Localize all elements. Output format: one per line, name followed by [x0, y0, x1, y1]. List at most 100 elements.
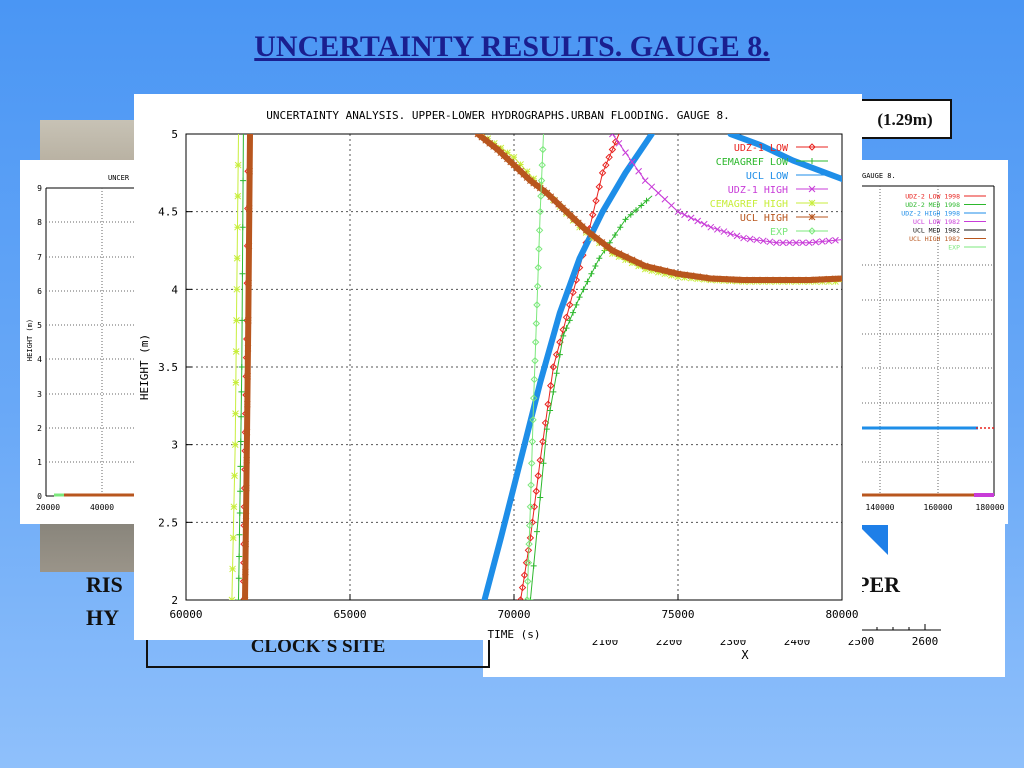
data-point	[238, 413, 245, 420]
bottom-xtick: 2600	[912, 635, 939, 648]
data-point	[244, 345, 252, 352]
plot-frame	[185, 133, 843, 601]
data-point	[559, 204, 566, 212]
data-point	[547, 193, 555, 201]
data-point	[538, 161, 546, 169]
data-point	[530, 375, 539, 384]
data-point	[510, 153, 518, 161]
data-point	[805, 276, 813, 284]
background-chart-right: GAUGE 8. UDZ-2 LOW 1998 UDZ-2 MED 1998 UDZ…	[838, 160, 1008, 524]
data-point	[551, 197, 559, 204]
data-point	[786, 276, 793, 284]
data-point	[228, 596, 236, 600]
left-slide-text-2: HY	[86, 605, 119, 630]
data-point	[517, 161, 524, 168]
y-tick-label: 2	[171, 594, 178, 607]
data-point	[540, 460, 547, 467]
data-point	[540, 187, 547, 194]
data-point	[799, 239, 806, 247]
slide-title: UNCERTAINTY RESULTS. GAUGE 8.	[254, 30, 770, 63]
right-legend-label: UCL HIGH 1982	[909, 235, 960, 243]
x-tick-label: 65000	[333, 608, 366, 621]
background-chart-left-svg: UNCER 9 8 7 6 5 4 3 2 1 0 HEIGHT (m) 200…	[26, 174, 138, 512]
data-point	[812, 276, 820, 284]
data-point	[550, 388, 557, 395]
data-point	[570, 215, 578, 223]
data-point	[513, 164, 521, 172]
data-point	[615, 250, 623, 257]
data-point	[531, 357, 539, 365]
data-point	[812, 238, 820, 246]
data-point	[574, 219, 582, 227]
data-point	[786, 239, 793, 247]
data-point	[537, 192, 545, 200]
data-point	[596, 255, 603, 262]
data-point	[232, 348, 240, 355]
data-point	[720, 275, 728, 283]
data-point	[641, 265, 649, 273]
data-point	[602, 161, 610, 169]
data-point	[530, 562, 537, 569]
data-point	[559, 326, 567, 334]
data-point	[753, 236, 761, 244]
data-point	[674, 208, 682, 216]
right-chart-title: GAUGE 8.	[862, 172, 896, 180]
data-point	[766, 276, 774, 284]
data-point	[633, 207, 640, 214]
chart-xlabel: TIME (s)	[488, 628, 541, 640]
data-point	[609, 247, 616, 254]
data-point	[517, 167, 524, 175]
data-point	[536, 456, 544, 464]
data-point	[562, 313, 571, 322]
data-point	[733, 232, 741, 240]
series-line	[242, 134, 253, 600]
legend-label: CEMAGREF HIGH	[710, 199, 788, 210]
data-point	[526, 521, 534, 530]
data-point	[525, 540, 533, 548]
data-point	[773, 276, 780, 284]
data-point	[229, 534, 237, 542]
data-point	[605, 153, 613, 162]
data-point	[588, 230, 595, 238]
data-point	[236, 531, 243, 538]
data-point	[531, 338, 540, 346]
data-point	[478, 134, 486, 141]
data-point	[700, 220, 708, 228]
data-point	[547, 407, 554, 414]
data-point	[714, 226, 721, 233]
series-line	[231, 134, 239, 600]
data-point	[808, 199, 816, 207]
data-point	[563, 325, 570, 332]
data-point	[563, 208, 570, 216]
left-ytick: 2	[37, 424, 42, 433]
left-ytick: 4	[37, 355, 42, 364]
data-point	[792, 276, 800, 284]
data-point	[746, 235, 754, 243]
data-point	[507, 158, 515, 166]
legend-label: EXP	[770, 227, 788, 238]
data-point	[555, 200, 562, 208]
data-point	[526, 503, 535, 511]
data-point	[809, 158, 815, 164]
data-point	[242, 512, 250, 520]
data-point	[230, 503, 238, 511]
data-point	[244, 317, 252, 324]
clock-site-label: CLOCK´S SITE	[146, 630, 490, 668]
x-tick-label: 60000	[169, 608, 202, 621]
right-legend-label: UDZ-2 MED 1998	[905, 201, 960, 209]
data-point	[486, 139, 494, 147]
series-ucl-low	[481, 134, 655, 600]
data-point	[529, 394, 538, 402]
data-point	[643, 197, 650, 204]
data-point	[535, 245, 543, 253]
data-point	[520, 171, 528, 178]
x-tick-label: 75000	[661, 608, 694, 621]
data-point	[244, 372, 252, 380]
data-point	[494, 146, 501, 153]
data-point	[549, 363, 558, 371]
data-point	[805, 239, 813, 247]
data-point	[694, 217, 702, 225]
data-point	[818, 276, 826, 283]
data-point	[825, 275, 833, 283]
data-point	[526, 534, 535, 542]
